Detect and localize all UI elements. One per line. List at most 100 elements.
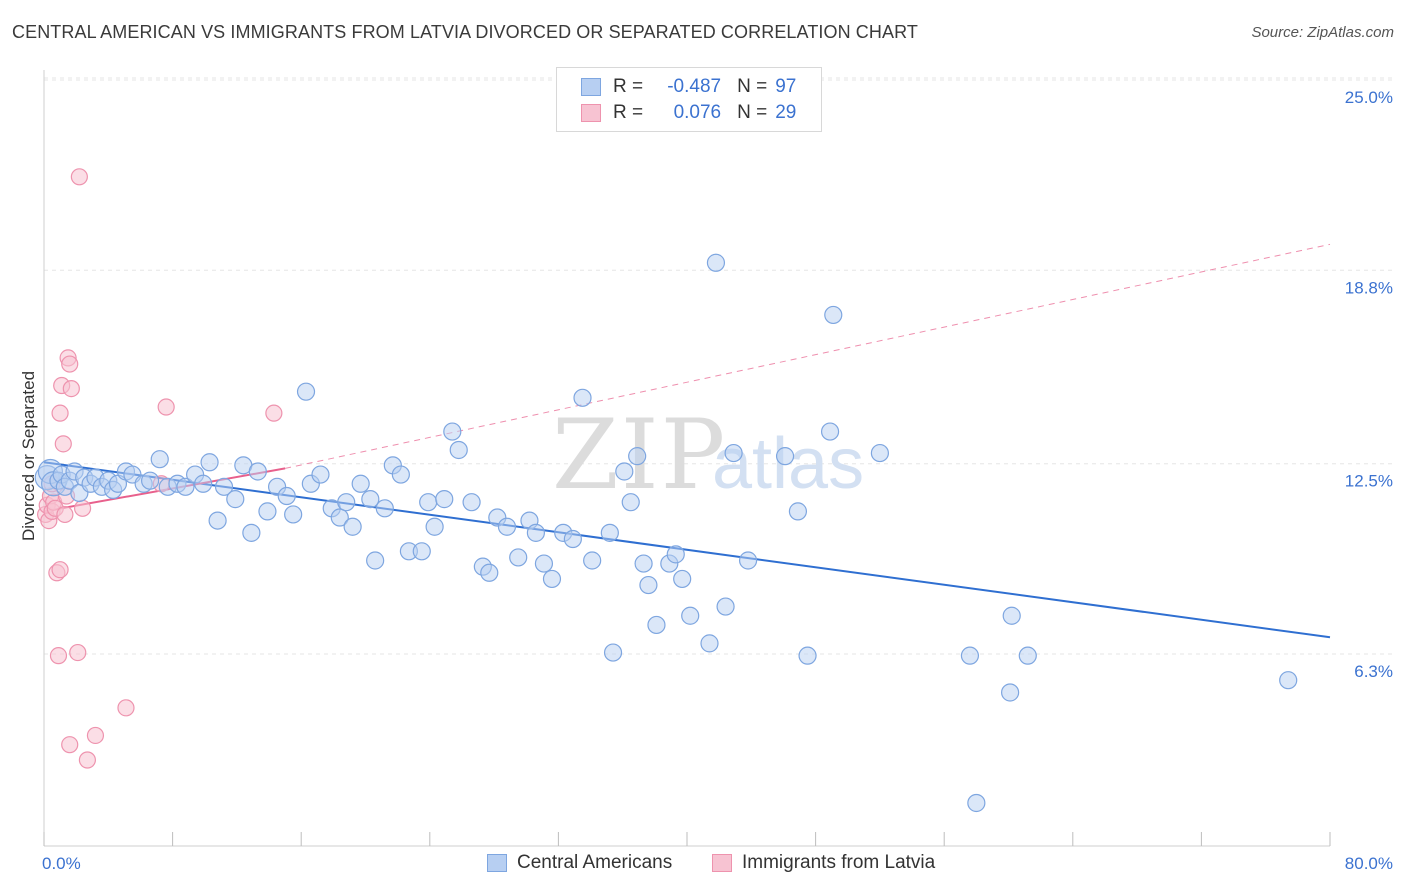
point-central-americans xyxy=(361,490,380,509)
y-tick-label: 18.8% xyxy=(1345,278,1393,297)
point-latvia xyxy=(51,404,69,422)
trendline-central-americans xyxy=(43,461,1331,639)
legend-r-label: R = xyxy=(613,76,644,97)
point-central-americans xyxy=(200,453,219,472)
chart-title: CENTRAL AMERICAN VS IMMIGRANTS FROM LATV… xyxy=(12,22,918,42)
point-central-americans xyxy=(311,465,330,484)
source-label: Source: ZipAtlas.com xyxy=(1251,24,1394,41)
legend-swatch-blue xyxy=(581,78,601,96)
point-central-americans xyxy=(258,502,277,521)
legend-n-label: N = xyxy=(737,76,768,97)
y-tick-label: 6.3% xyxy=(1354,662,1393,681)
series-label: Central Americans xyxy=(517,852,673,873)
point-central-americans xyxy=(412,542,431,561)
point-central-americans xyxy=(497,517,517,536)
series-swatch-pink xyxy=(712,854,732,872)
y-tick-label: 12.5% xyxy=(1345,472,1393,491)
point-central-americans xyxy=(634,554,653,573)
point-central-americans xyxy=(621,493,640,512)
point-central-americans xyxy=(573,388,592,407)
point-central-americans xyxy=(176,477,195,496)
point-central-americans xyxy=(366,551,385,570)
point-central-americans xyxy=(639,575,658,595)
point-central-americans xyxy=(419,493,438,512)
point-central-americans xyxy=(194,474,213,493)
point-central-americans xyxy=(820,422,840,441)
point-central-americans xyxy=(738,551,758,570)
point-central-americans xyxy=(870,443,890,463)
point-central-americans xyxy=(563,529,582,549)
point-central-americans xyxy=(214,477,234,496)
point-latvia xyxy=(56,505,74,524)
point-central-americans xyxy=(673,569,692,589)
point-central-americans xyxy=(140,471,160,490)
point-central-americans xyxy=(330,508,349,527)
legend-row-central-americans: R = -0.487 N = 97 xyxy=(581,75,796,99)
point-central-americans xyxy=(775,447,795,466)
point-central-americans xyxy=(449,440,468,460)
series-swatch-blue xyxy=(487,854,507,872)
point-central-americans xyxy=(284,505,303,524)
points-layer xyxy=(34,168,1298,813)
legend-n-value: 29 xyxy=(775,102,797,123)
point-central-americans xyxy=(542,569,562,589)
legend-r-value: 0.076 xyxy=(673,102,722,123)
point-central-americans xyxy=(343,517,362,536)
point-latvia xyxy=(117,699,135,717)
watermark: ZIP atlas xyxy=(552,399,864,511)
point-central-americans xyxy=(600,523,619,542)
axis-layer xyxy=(43,70,1331,847)
point-central-americans xyxy=(208,511,227,530)
series-legend: Central Americans Immigrants from Latvia xyxy=(0,852,1406,878)
point-central-americans xyxy=(724,443,743,463)
point-central-americans xyxy=(666,545,685,564)
x-tick-label-max: 80.0% xyxy=(1345,854,1393,873)
point-central-americans xyxy=(967,793,986,813)
legend-swatch-pink xyxy=(581,104,601,122)
point-central-americans xyxy=(443,422,462,441)
label-layer: 6.3% 12.5% 18.8% 25.0% 0.0% 80.0% Divorced or … xyxy=(19,88,1393,873)
point-central-americans xyxy=(706,253,726,272)
point-central-americans xyxy=(462,493,481,512)
point-central-americans xyxy=(960,646,980,665)
point-central-americans xyxy=(526,523,545,542)
point-central-americans xyxy=(509,548,528,567)
point-central-americans xyxy=(1018,646,1037,665)
point-central-americans xyxy=(375,499,394,518)
legend-n-label: N = xyxy=(737,102,768,123)
y-axis-label: Divorced or Separated xyxy=(19,371,38,541)
point-central-americans xyxy=(1279,671,1298,690)
point-central-americans xyxy=(1001,683,1020,702)
point-central-americans xyxy=(435,490,454,509)
point-central-americans xyxy=(150,450,169,469)
legend-n-value: 97 xyxy=(775,76,797,97)
point-latvia xyxy=(69,643,87,662)
point-latvia xyxy=(62,380,80,398)
point-latvia xyxy=(61,736,79,754)
point-central-americans xyxy=(681,606,700,625)
series-label: Immigrants from Latvia xyxy=(742,852,936,873)
point-central-americans xyxy=(480,563,499,582)
series-legend-central-americans[interactable]: Central Americans xyxy=(487,852,672,874)
legend-r-value: -0.487 xyxy=(667,76,722,97)
point-central-americans xyxy=(615,462,634,481)
point-central-americans xyxy=(391,465,410,484)
point-latvia xyxy=(49,647,68,665)
point-latvia xyxy=(51,561,69,579)
legend-row-latvia: R = 0.076 N = 29 xyxy=(581,101,796,125)
series-legend-latvia[interactable]: Immigrants from Latvia xyxy=(712,852,935,874)
point-central-americans xyxy=(603,643,623,662)
stats-legend: R = -0.487 N = 97 R = 0.076 N = 29 xyxy=(556,67,822,132)
point-latvia xyxy=(86,726,105,745)
point-latvia xyxy=(265,404,283,422)
point-central-americans xyxy=(337,493,356,512)
point-central-americans xyxy=(425,517,444,536)
legend-r-label: R = xyxy=(613,102,644,123)
point-central-americans xyxy=(628,447,647,466)
point-latvia xyxy=(54,435,72,453)
point-central-americans xyxy=(351,474,370,493)
point-central-americans xyxy=(248,462,267,481)
point-central-americans xyxy=(242,523,261,542)
point-central-americans xyxy=(824,305,843,325)
point-latvia xyxy=(78,751,97,769)
